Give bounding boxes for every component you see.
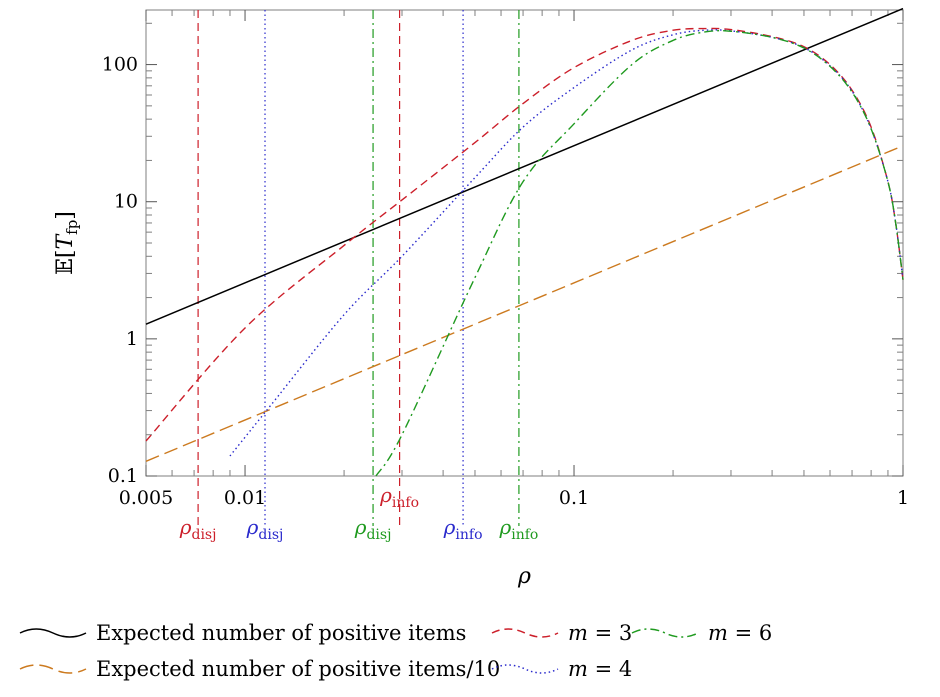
rho-marker-label: ρdisj bbox=[354, 515, 392, 543]
major-ticks bbox=[145, 10, 904, 477]
legend-item: m = 4 bbox=[491, 657, 632, 681]
legend-item: m = 3 bbox=[491, 621, 632, 645]
y-tick-label: 0.1 bbox=[108, 465, 138, 487]
legend-label: Expected number of positive items/10 bbox=[96, 657, 500, 681]
x-tick-label: 0.1 bbox=[559, 487, 589, 509]
x-tick-labels: 0.005 0.01 0.1 1 bbox=[119, 487, 909, 509]
series-line-3 bbox=[229, 29, 904, 457]
rho-marker-label: ρinfo bbox=[379, 483, 419, 511]
vertical-markers: ρdisj ρdisj ρdisj ρinfo ρinfo ρinfo bbox=[179, 10, 538, 543]
legend-label: m = 6 bbox=[708, 621, 772, 645]
rho-marker-label: ρdisj bbox=[179, 515, 217, 543]
rho-marker-label: ρdisj bbox=[246, 515, 284, 543]
legend-item: Expected number of positive items bbox=[19, 621, 466, 645]
legend-label: Expected number of positive items bbox=[96, 621, 466, 645]
y-axis-title: 𝔼[Tfp] bbox=[53, 211, 81, 275]
x-axis-title: ρ bbox=[517, 564, 531, 589]
legend: Expected number of positive items m = 3 m … bbox=[19, 621, 772, 681]
legend-swatch bbox=[19, 628, 87, 638]
rho-marker-label: ρinfo bbox=[443, 515, 483, 543]
rho-marker-label: ρinfo bbox=[498, 515, 538, 543]
plot-frame bbox=[145, 9, 904, 477]
legend-label: m = 4 bbox=[568, 657, 632, 681]
legend-swatch bbox=[491, 664, 559, 674]
series-line-0 bbox=[145, 7, 904, 325]
legend-swatch bbox=[631, 628, 699, 638]
legend-item: Expected number of positive items/10 bbox=[19, 657, 500, 681]
y-tick-label: 10 bbox=[114, 191, 138, 213]
series-line-1 bbox=[145, 145, 904, 462]
y-tick-labels: 0.1 1 10 100 bbox=[102, 54, 138, 487]
x-tick-label: 0.005 bbox=[119, 487, 173, 509]
x-tick-label: 1 bbox=[897, 487, 909, 509]
minor-ticks bbox=[145, 10, 903, 476]
y-tick-label: 1 bbox=[126, 328, 138, 350]
series-lines bbox=[145, 7, 904, 477]
plot-border bbox=[145, 9, 904, 477]
series-line-4 bbox=[375, 29, 904, 477]
legend-swatch bbox=[19, 664, 87, 674]
y-tick-label: 100 bbox=[102, 54, 138, 76]
legend-swatch bbox=[491, 628, 559, 638]
series-line-2 bbox=[145, 27, 904, 442]
x-tick-label: 0.01 bbox=[224, 487, 266, 509]
legend-label: m = 3 bbox=[568, 621, 632, 645]
legend-item: m = 6 bbox=[631, 621, 772, 645]
